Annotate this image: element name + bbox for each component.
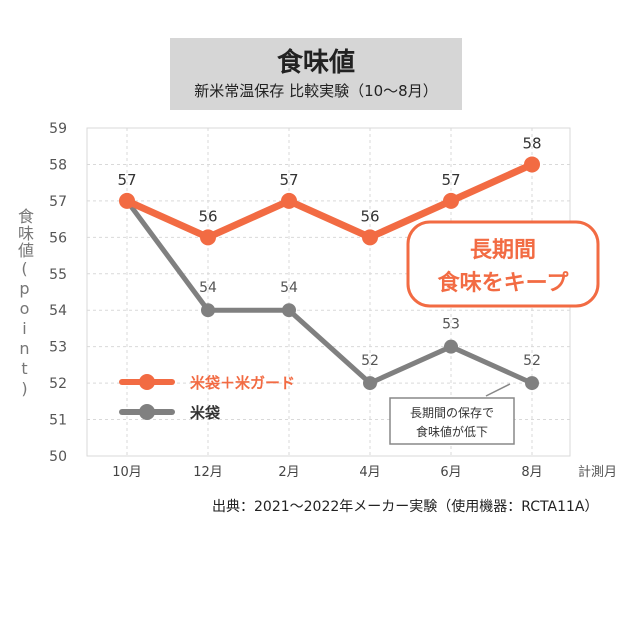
callout-line-1: 長期間 [470, 237, 536, 263]
y-tick-label: 55 [49, 267, 67, 283]
data-label: 56 [360, 207, 379, 225]
y-tick-label: 57 [49, 194, 67, 210]
data-label: 56 [198, 207, 217, 225]
x-tick-label: 8月 [521, 465, 542, 480]
y-tick-label: 58 [49, 157, 67, 173]
data-point [363, 376, 377, 391]
x-tick-label: 10月 [112, 465, 142, 480]
data-point [119, 192, 135, 209]
callout-box [406, 220, 600, 308]
data-point [282, 303, 296, 318]
data-label: 52 [523, 353, 541, 369]
y-tick-label: 52 [49, 376, 67, 392]
data-point [200, 229, 216, 246]
data-point [362, 229, 378, 246]
data-point [444, 339, 458, 354]
legend-marker [139, 404, 155, 420]
data-label: 57 [117, 171, 136, 189]
note-box [389, 397, 515, 445]
x-tick-label: 6月 [440, 465, 461, 480]
data-label: 58 [522, 134, 541, 152]
data-point [281, 192, 297, 209]
y-tick-label: 53 [49, 340, 67, 356]
data-point [525, 376, 539, 391]
title-box: 食味値 新米常温保存 比較実験（10～8月） [170, 38, 462, 110]
data-label: 52 [361, 353, 379, 369]
note-pointer [485, 383, 511, 397]
note-line-1: 長期間の保存で [410, 406, 494, 420]
data-label: 57 [279, 171, 298, 189]
legend-marker [139, 374, 155, 390]
series-line [123, 160, 536, 241]
chart-title: 食味値 [276, 48, 355, 78]
x-tick-label: 4月 [359, 465, 380, 480]
data-point [443, 192, 459, 209]
data-label: 54 [280, 280, 298, 296]
data-label: 54 [199, 280, 217, 296]
chart-subtitle: 新米常温保存 比較実験（10～8月） [194, 82, 438, 100]
y-tick-label: 59 [49, 121, 67, 137]
data-label: 57 [441, 171, 460, 189]
series-line [124, 198, 535, 386]
y-tick-label: 54 [49, 303, 67, 319]
data-point [201, 303, 215, 318]
y-axis-label: 食味値(point) [15, 208, 34, 399]
callout-line-2: 食味をキープ [438, 270, 570, 296]
legend-label: 米袋 [190, 404, 221, 422]
x-tick-label: 2月 [278, 465, 299, 480]
x-axis-label: 計測月 [578, 464, 617, 480]
legend-label: 米袋＋米ガード [190, 374, 295, 392]
x-tick-label: 12月 [193, 465, 223, 480]
y-tick-label: 51 [49, 413, 67, 429]
y-tick-label: 56 [49, 230, 67, 246]
note-line-2: 食味値が低下 [416, 424, 488, 439]
y-tick-label: 50 [49, 449, 67, 465]
data-point [524, 156, 540, 173]
source-note: 出典：2021～2022年メーカー実験（使用機器：RCTA11A） [212, 499, 599, 515]
data-label: 53 [442, 317, 460, 333]
